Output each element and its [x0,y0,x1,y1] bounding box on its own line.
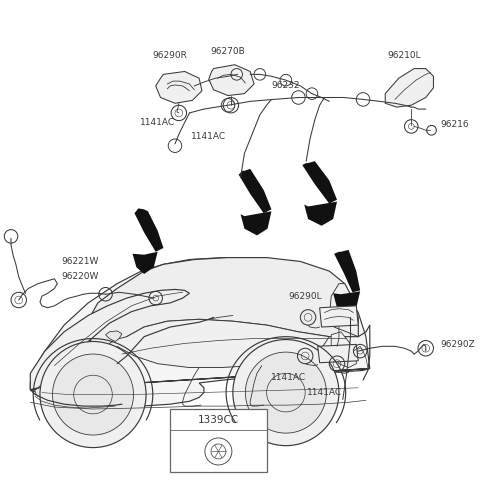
Text: 96220W: 96220W [61,272,98,282]
Polygon shape [320,306,358,327]
Text: 1141AC: 1141AC [307,388,342,397]
Polygon shape [134,209,163,252]
Polygon shape [318,345,358,363]
Text: 1339CC: 1339CC [198,415,239,424]
FancyBboxPatch shape [170,409,266,472]
Polygon shape [106,331,122,342]
Text: 96232: 96232 [272,81,300,90]
Polygon shape [239,169,271,213]
Circle shape [233,340,339,446]
Circle shape [52,354,133,435]
Polygon shape [35,385,67,398]
Polygon shape [30,257,370,406]
Text: 96210L: 96210L [388,51,421,60]
Polygon shape [84,257,358,364]
Polygon shape [385,69,433,107]
Text: 96221W: 96221W [61,257,98,266]
Text: 1141AC: 1141AC [191,132,226,141]
Polygon shape [240,211,271,236]
Text: 96290R: 96290R [153,51,188,60]
Text: 96270B: 96270B [211,47,245,56]
Polygon shape [106,319,329,368]
Polygon shape [132,252,157,274]
Polygon shape [329,283,358,337]
Text: 1141AC: 1141AC [271,373,306,382]
Circle shape [40,342,146,448]
Text: 96216: 96216 [440,120,469,129]
Polygon shape [333,291,360,316]
Text: 1141AC: 1141AC [140,118,175,127]
Polygon shape [331,332,356,368]
Polygon shape [30,289,190,390]
Text: 96290L: 96290L [288,292,322,301]
Polygon shape [156,71,202,103]
Polygon shape [334,250,360,292]
Text: 96290Z: 96290Z [440,340,475,349]
Polygon shape [302,161,337,204]
Polygon shape [304,202,337,226]
Circle shape [245,352,326,433]
Polygon shape [209,65,254,96]
